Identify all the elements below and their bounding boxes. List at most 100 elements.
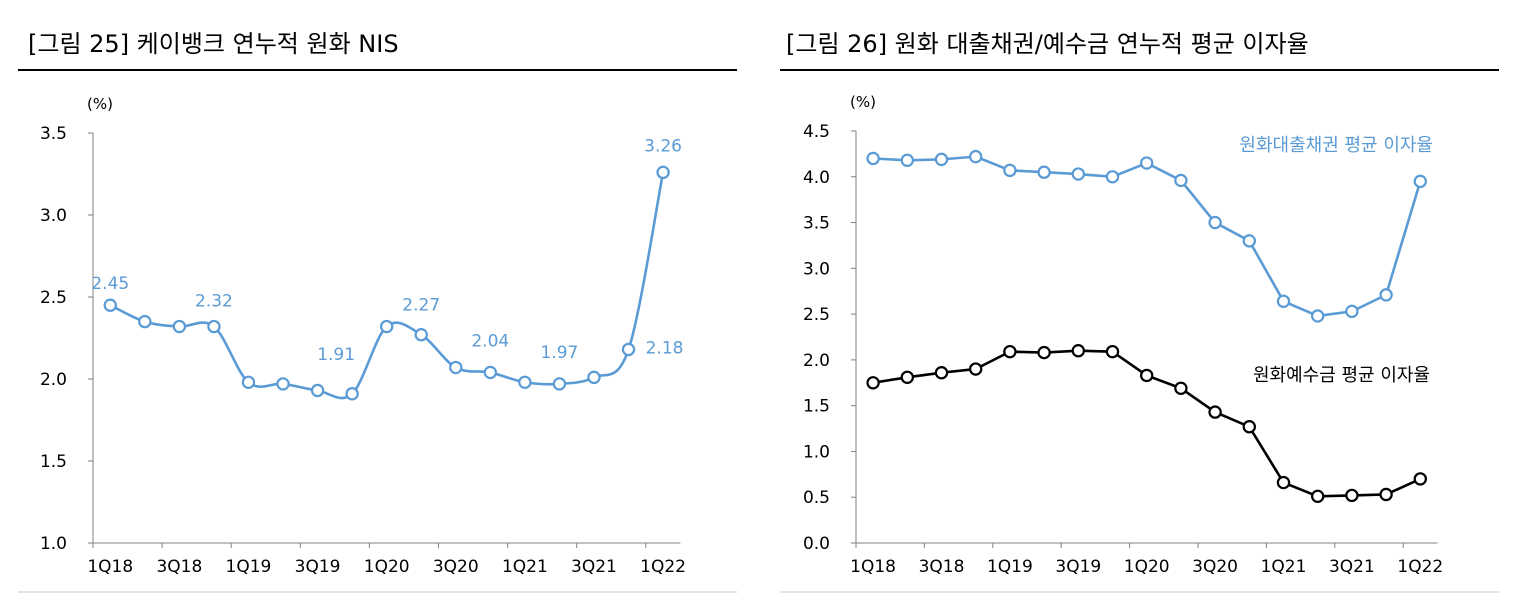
y-axis-unit-label: (%): [850, 93, 876, 111]
x-tick-label: 1Q19: [226, 557, 272, 577]
y-tick-label: 4.0: [803, 168, 830, 188]
data-point: [1311, 489, 1325, 504]
x-tick-label: 1Q22: [640, 557, 686, 577]
x-tick-label: 3Q18: [156, 557, 202, 577]
data-point: [1276, 294, 1291, 308]
chart-panel-rates: [그림 26] 원화 대출채권/예수금 연누적 평균 이자율 (%) 0.0 0.5…: [766, 0, 1532, 594]
data-point: [207, 319, 221, 334]
data-point: [934, 152, 949, 167]
series-line: [873, 155, 1422, 318]
data-point: [1345, 304, 1359, 319]
x-tick-label: 1Q22: [1397, 557, 1443, 577]
x-tick-label: 1Q19: [987, 557, 1033, 577]
data-point: [1242, 420, 1256, 434]
data-label: 2.45: [91, 274, 129, 294]
x-tick-label: 3Q20: [433, 557, 479, 577]
x-tick-label: 1Q20: [364, 557, 410, 577]
data-point: [552, 377, 567, 391]
data-point: [1003, 344, 1017, 359]
chart-panel-nis: [그림 25] 케이뱅크 연누적 원화 NIS (%) 1.0 1.5 2.0 2.5 3…: [0, 0, 756, 594]
data-point: [1037, 165, 1051, 179]
y-tick-label: 1.0: [40, 534, 67, 554]
data-point: [1140, 156, 1154, 170]
data-point: [1140, 368, 1154, 383]
y-tick-label: 3.0: [803, 259, 830, 279]
data-point: [1003, 163, 1017, 178]
y-tick-label: 2.0: [40, 370, 67, 390]
chart-rates: (%) 0.0 0.5 1.0 1.5 2.0 2.5 3.0 3.5 4.0 4.5 1Q18 3Q1…: [780, 69, 1499, 593]
x-tick-label: 1Q21: [1261, 557, 1307, 577]
data-point: [1276, 475, 1291, 490]
data-point: [1105, 170, 1120, 184]
data-point: [1071, 344, 1085, 358]
data-point: [518, 375, 532, 389]
x-tick-label: 3Q21: [1329, 557, 1375, 577]
x-tick-label: 1Q21: [502, 557, 548, 577]
data-point: [1379, 487, 1393, 502]
x-tick-label: 1Q18: [87, 557, 133, 577]
data-point: [172, 319, 187, 334]
data-point: [968, 149, 983, 164]
data-point: [1242, 234, 1256, 248]
series-label: 원화예수금 평균 이자율: [1253, 365, 1430, 386]
y-tick-label: 3.5: [803, 214, 830, 234]
figure-title-nis: [그림 25] 케이뱅크 연누적 원화 NIS: [28, 30, 399, 58]
figure-title-rates: [그림 26] 원화 대출채권/예수금 연누적 평균 이자율: [786, 30, 1309, 58]
data-point: [1413, 472, 1428, 486]
data-point: [621, 342, 636, 357]
data-point: [900, 370, 914, 384]
y-tick-label: 2.0: [803, 351, 830, 371]
data-point: [379, 319, 394, 334]
data-label: 1.91: [317, 345, 355, 365]
data-point: [138, 314, 152, 329]
data-point: [241, 375, 256, 389]
data-point: [1345, 488, 1359, 503]
x-tick-label: 1Q20: [1124, 557, 1170, 577]
data-point: [866, 376, 880, 390]
y-tick-label: 1.5: [803, 397, 830, 417]
data-point: [1379, 288, 1393, 302]
x-tick-label: 3Q19: [295, 557, 341, 577]
data-point: [1208, 405, 1222, 419]
data-point: [483, 365, 498, 380]
x-tick-label: 3Q19: [1055, 557, 1101, 577]
data-label: 2.32: [195, 292, 233, 312]
data-point: [276, 377, 290, 391]
x-tick-label: 3Q21: [571, 557, 617, 577]
y-tick-label: 2.5: [40, 288, 67, 308]
series-label: 원화대출채권 평균 이자율: [1239, 135, 1433, 156]
chart-nis: (%) 1.0 1.5 2.0 2.5 3.0 3.5 1Q18 3Q18 1Q19 3Q19 1Q2…: [18, 69, 737, 593]
data-point: [900, 153, 914, 167]
data-point: [968, 362, 983, 376]
y-tick-label: 0.5: [803, 488, 830, 508]
data-point: [1071, 167, 1085, 181]
data-label: 2.18: [646, 338, 684, 358]
y-tick-label: 3.0: [40, 206, 67, 226]
data-point: [1037, 345, 1051, 360]
data-point: [656, 165, 670, 180]
data-point: [866, 151, 880, 166]
y-tick-label: 1.5: [40, 452, 67, 472]
data-point: [587, 370, 601, 385]
data-point: [1174, 381, 1188, 395]
data-point: [1311, 309, 1325, 323]
data-point: [1413, 174, 1428, 189]
data-label: 3.26: [644, 136, 682, 156]
data-label: 2.04: [471, 331, 509, 351]
y-tick-label: 1.0: [803, 442, 830, 462]
x-tick-label: 1Q18: [850, 557, 896, 577]
data-point: [310, 383, 325, 398]
y-tick-label: 2.5: [803, 305, 830, 325]
data-point: [449, 360, 463, 375]
data-label: 1.97: [540, 343, 578, 363]
y-tick-label: 4.5: [803, 122, 830, 142]
data-point: [103, 298, 117, 312]
data-point: [345, 387, 359, 401]
x-tick-label: 3Q18: [919, 557, 965, 577]
series-line: [109, 172, 665, 400]
data-point: [1208, 215, 1222, 230]
y-tick-label: 3.5: [40, 124, 67, 144]
data-point: [1174, 173, 1188, 188]
x-tick-label: 3Q20: [1192, 557, 1238, 577]
y-axis-unit-label: (%): [87, 95, 113, 113]
